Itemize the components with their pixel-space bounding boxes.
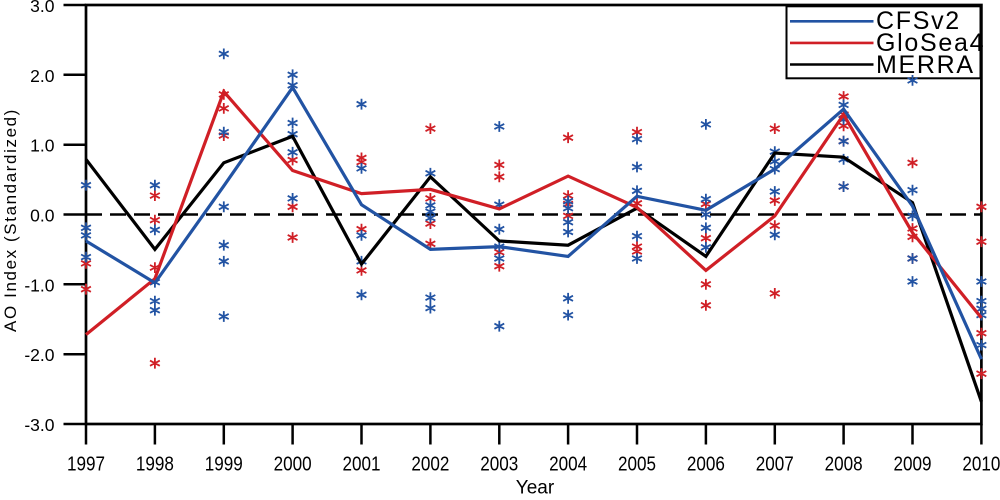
svg-text:2008: 2008 [825,454,863,476]
svg-text:1998: 1998 [136,454,174,476]
svg-text:1.0: 1.0 [30,136,55,156]
svg-text:0.0: 0.0 [30,206,55,226]
svg-text:CFSv2: CFSv2 [876,7,961,35]
svg-text:1999: 1999 [205,454,243,476]
svg-text:-3.0: -3.0 [24,415,54,435]
svg-text:2007: 2007 [756,454,794,476]
svg-text:2004: 2004 [549,454,587,476]
svg-text:2002: 2002 [411,454,449,476]
svg-text:1997: 1997 [67,454,105,476]
svg-text:3.0: 3.0 [30,0,55,16]
svg-text:GloSea4: GloSea4 [876,29,985,57]
svg-text:2.0: 2.0 [30,66,55,86]
svg-text:Year: Year [516,478,555,496]
svg-text:2003: 2003 [480,454,518,476]
svg-text:2001: 2001 [343,454,381,476]
svg-text:-1.0: -1.0 [24,275,54,295]
svg-text:2005: 2005 [618,454,656,476]
svg-text:2009: 2009 [894,454,932,476]
svg-text:2006: 2006 [687,454,725,476]
svg-text:-2.0: -2.0 [24,345,54,365]
svg-text:2000: 2000 [274,454,312,476]
svg-text:2010: 2010 [962,454,1000,476]
svg-text:MERRA: MERRA [876,51,975,79]
svg-text:AO Index (Standardized): AO Index (Standardized) [1,108,20,332]
